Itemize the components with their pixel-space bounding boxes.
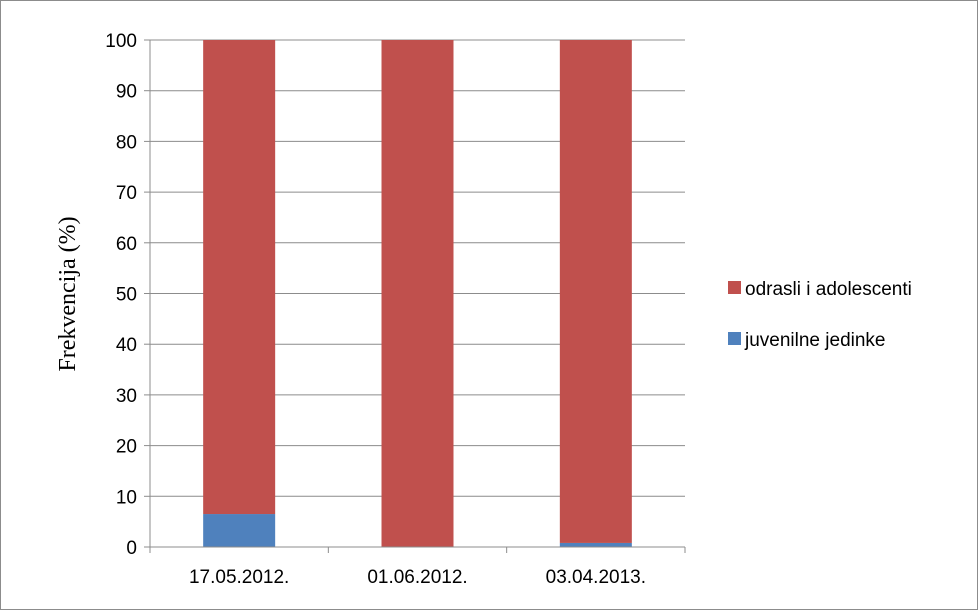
y-tick-label: 60 [116,234,137,255]
y-tick-label: 80 [116,132,137,153]
legend-label: juvenilne jedinke [744,330,886,351]
legend-swatch [728,281,741,294]
bar-segment [559,40,632,543]
y-tick-label: 30 [116,386,137,407]
bars [203,40,632,547]
bar-segment [381,40,454,547]
y-tick-labels: 0 10 20 30 40 50 60 70 80 90 100 [105,31,137,559]
y-tick-label: 10 [116,487,137,508]
y-tick-label: 50 [116,285,137,306]
x-tick-label: 17.05.2012. [189,567,289,588]
legend-label: odrasli i adolescenti [745,279,912,300]
legend: odrasli i adolescenti juvenilne jedinke [728,279,912,351]
y-axis-label: Frekvencija (%) [55,216,81,371]
bar-segment [203,40,276,515]
bar-segment [203,514,276,547]
legend-swatch [728,332,741,345]
x-tick-label: 03.04.2013. [546,567,646,588]
x-tick-labels: 17.05.2012. 01.06.2012. 03.04.2013. [189,567,646,588]
y-tick-label: 100 [105,31,137,52]
x-tick-label: 01.06.2012. [367,567,467,588]
y-tick-label: 70 [116,183,137,204]
y-tick-label: 90 [116,82,137,103]
y-tick-label: 0 [126,538,137,559]
bar-segment [559,542,632,547]
axes [144,39,686,553]
y-tick-label: 40 [116,335,137,356]
y-tick-label: 20 [116,437,137,458]
